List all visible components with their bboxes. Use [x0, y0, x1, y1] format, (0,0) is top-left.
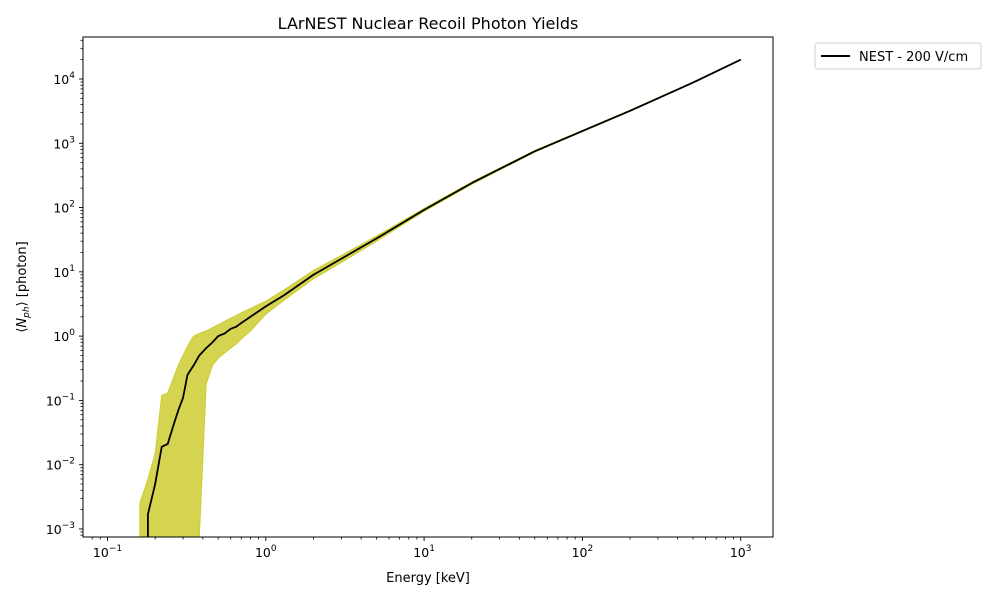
x-tick-label: 10−1 [93, 544, 122, 560]
y-tick-label: 100 [53, 328, 75, 344]
y-tick-label: 103 [53, 135, 75, 151]
x-tick-label: 101 [413, 544, 435, 560]
plot-frame [82, 36, 774, 538]
x-tick-label: 100 [255, 544, 277, 560]
chart-title: LArNEST Nuclear Recoil Photon Yields [278, 14, 579, 33]
series-line-0 [147, 58, 742, 537]
y-axis-label: ⟨Nph⟩ [photon] [15, 241, 32, 332]
legend-label: NEST - 200 V/cm [859, 50, 968, 65]
y-tick-label: 10−3 [46, 521, 75, 537]
y-tick-label: 101 [53, 264, 75, 280]
x-axis-ticks: 10−1 100 101 102 103 [91, 537, 752, 560]
plot-area [82, 36, 774, 538]
x-tick-label: 102 [572, 544, 594, 560]
y-tick-label: 10−1 [46, 392, 75, 408]
y-tick-label: 104 [53, 71, 75, 87]
y-tick-label: 102 [53, 200, 75, 216]
x-axis-label: Energy [keV] [386, 571, 470, 586]
x-tick-label: 103 [730, 544, 752, 560]
legend-box [814, 42, 982, 70]
y-axis-ticks: 10−3 10−2 10−1 100 101 102 103 104 [46, 39, 83, 537]
legend: NEST - 200 V/cm [814, 42, 982, 70]
series-layer [147, 58, 742, 537]
y-tick-label: 10−2 [46, 457, 75, 473]
